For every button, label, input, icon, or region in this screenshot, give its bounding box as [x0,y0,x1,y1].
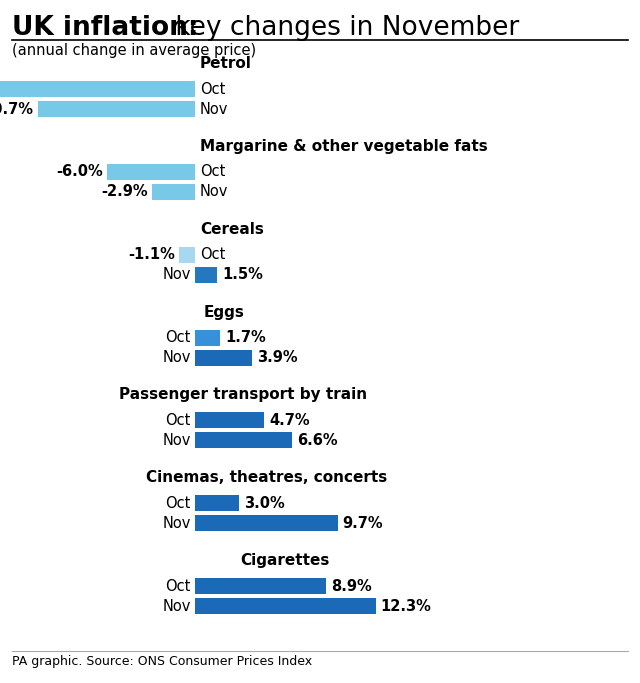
Text: Oct: Oct [200,81,225,96]
Bar [195,413,264,428]
Text: key changes in November: key changes in November [167,15,519,41]
Bar [195,515,337,531]
Text: Nov: Nov [200,102,228,117]
Bar [38,101,195,117]
Bar [179,247,195,263]
Text: Oct: Oct [200,165,225,180]
Text: 3.0%: 3.0% [244,496,285,511]
Text: 3.9%: 3.9% [257,350,298,365]
Text: Oct: Oct [166,579,191,594]
Text: 9.7%: 9.7% [342,516,383,531]
Bar [195,578,326,594]
Bar [195,495,239,512]
Bar [152,184,195,200]
Text: Oct: Oct [200,247,225,262]
Text: 1.5%: 1.5% [222,267,263,282]
Text: Nov: Nov [163,598,191,613]
Text: 12.3%: 12.3% [381,598,432,613]
Text: Nov: Nov [163,350,191,365]
Bar [195,330,220,346]
Text: Margarine & other vegetable fats: Margarine & other vegetable fats [200,139,488,154]
Bar [195,598,376,614]
Bar [195,432,292,449]
Text: -2.9%: -2.9% [102,184,148,199]
Text: Nov: Nov [200,184,228,199]
Text: Passenger transport by train: Passenger transport by train [120,387,367,402]
Text: PA graphic. Source: ONS Consumer Prices Index: PA graphic. Source: ONS Consumer Prices … [12,655,312,668]
Text: Oct: Oct [166,330,191,345]
Text: Nov: Nov [163,267,191,282]
Text: 6.6%: 6.6% [297,433,338,448]
Text: Cigarettes: Cigarettes [241,553,330,568]
Text: Cinemas, theatres, concerts: Cinemas, theatres, concerts [146,471,387,486]
Text: UK inflation:: UK inflation: [12,15,198,41]
Bar [195,350,252,365]
Bar [195,267,217,283]
Text: (annual change in average price): (annual change in average price) [12,43,256,58]
Text: -6.0%: -6.0% [56,165,103,180]
Text: Petrol: Petrol [200,56,252,71]
Text: 8.9%: 8.9% [331,579,372,594]
Text: Nov: Nov [163,516,191,531]
Text: 1.7%: 1.7% [225,330,266,345]
Text: Oct: Oct [166,496,191,511]
Text: Eggs: Eggs [204,305,244,320]
Text: Nov: Nov [163,433,191,448]
Text: Cereals: Cereals [200,222,264,237]
Text: Oct: Oct [166,413,191,428]
Text: 4.7%: 4.7% [269,413,310,428]
Text: -10.7%: -10.7% [0,102,34,117]
Bar [0,81,195,97]
Bar [107,164,195,180]
Text: -1.1%: -1.1% [128,247,175,262]
